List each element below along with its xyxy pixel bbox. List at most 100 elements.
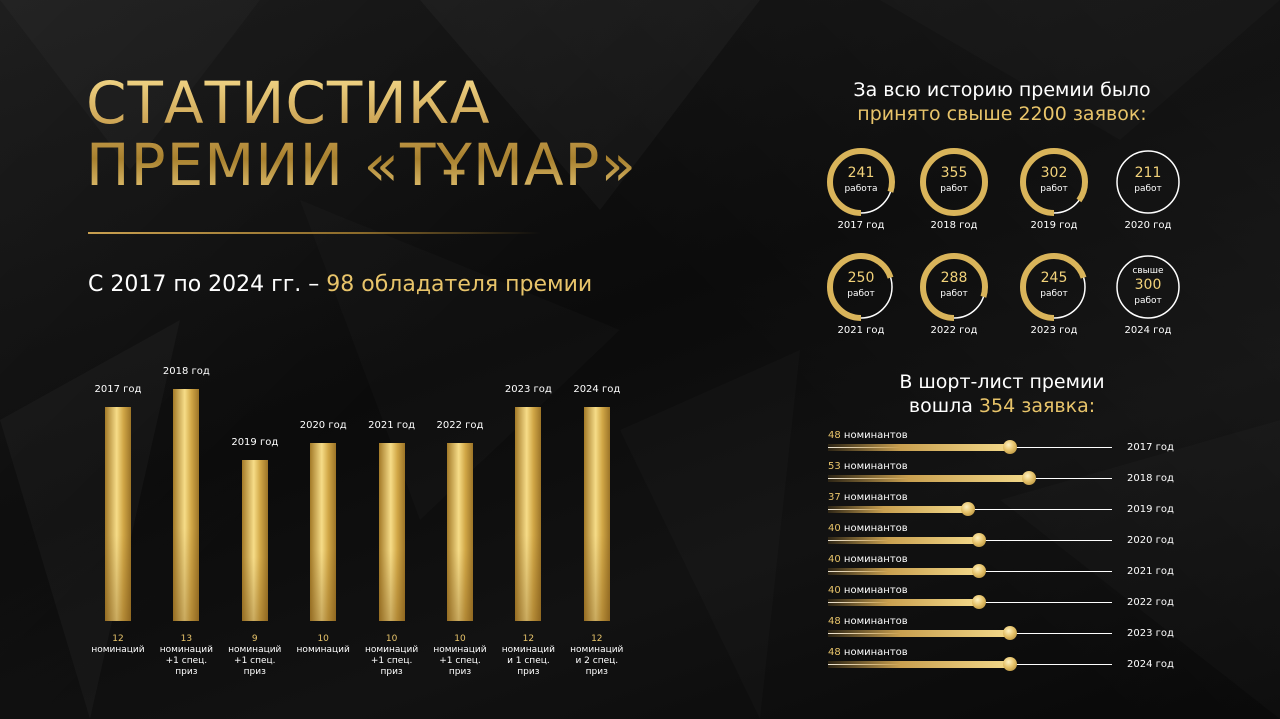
bar-value: 10 [454, 634, 466, 644]
shortlist-row: 48 номинантов 2024 год [828, 647, 1178, 677]
shortlist-heading-prefix: вошла [908, 395, 979, 417]
bar-year-label: 2021 год [368, 419, 416, 431]
ring-graphic [827, 148, 895, 216]
ring-graphic [920, 148, 988, 216]
bar-value-label: 9 номинаций +1 спец. приз [220, 634, 290, 678]
ring-value: 245 [1040, 270, 1068, 286]
shortlist-fill [828, 568, 980, 575]
ring-value: 300 [1134, 277, 1162, 293]
shortlist-count: 40 номинантов [828, 523, 908, 534]
bar-value: 12 [522, 634, 535, 644]
bar-year-label: 2022 год [436, 419, 484, 431]
shortlist-knob [1002, 657, 1017, 671]
ring-graphic [1116, 150, 1180, 214]
bar-4 [310, 442, 337, 622]
applications-heading-line-2: принято свыше 2200 заявок: [857, 103, 1147, 125]
shortlist-count-value: 40 [828, 585, 841, 596]
ring-year: 2018 год [930, 220, 978, 231]
ring-year: 2024 год [1124, 325, 1172, 336]
ring-2024-год: свыше 300 работ 2024 год [1112, 251, 1184, 339]
bar-value-label: 10 номинаций +1 спец. приз [425, 634, 495, 678]
ring-year: 2020 год [1124, 220, 1172, 231]
bar-3 [241, 460, 268, 621]
ring-graphic [1020, 148, 1088, 216]
shortlist-count-unit: номинантов [840, 430, 908, 441]
subtitle-highlight: 98 обладателя премии [326, 272, 593, 297]
shortlist-count: 53 номинантов [828, 461, 908, 472]
subtitle-prefix: С 2017 по 2024 гг. – [88, 272, 327, 297]
shortlist-count-value: 48 [828, 430, 841, 441]
shortlist-row: 40 номинантов 2020 год [828, 523, 1178, 553]
bar-7 [515, 406, 542, 622]
shortlist-knob [972, 564, 987, 578]
bar-note-line: +1 спец. [370, 656, 413, 666]
bar-value: 12 [591, 634, 603, 644]
shortlist-fill [828, 661, 1010, 668]
ring-unit: работ [1134, 184, 1162, 194]
bar-value-label: 10 номинаций +1 спец. приз [357, 634, 427, 678]
shortlist-fill [828, 506, 969, 513]
ring-value: 211 [1134, 165, 1162, 181]
shortlist-count-value: 48 [828, 616, 841, 627]
ring-graphic [827, 253, 895, 321]
bar-note-line: номинаций [433, 645, 487, 655]
ring-arc [1020, 148, 1088, 216]
ring-value: 355 [940, 165, 968, 181]
shortlist-year: 2019 год [1127, 504, 1174, 515]
shortlist-count-unit: номинантов [840, 647, 908, 658]
ring-prefix: свыше [1132, 266, 1164, 276]
shortlist-count-unit: номинантов [840, 554, 908, 565]
shortlist-row: 37 номинантов 2019 год [828, 492, 1178, 522]
shortlist-fill [828, 537, 980, 544]
ring-unit: работ [1134, 296, 1162, 306]
shortlist-count-unit: номинантов [840, 585, 908, 596]
ring-value: 288 [940, 270, 968, 286]
ring-graphic [920, 253, 988, 321]
shortlist-count-unit: номинантов [840, 616, 908, 627]
bar-value-label: 10 номинаций [288, 634, 358, 656]
bar-note-line: номинаций [228, 645, 282, 655]
bar-note-line: номинаций [501, 645, 556, 655]
ring-unit: работ [1040, 289, 1068, 299]
shortlist-year: 2022 год [1127, 597, 1174, 608]
shortlist-fill [828, 630, 1010, 637]
winners-bar-chart: 2017 год 12 номинаций 2018 год 13 номинаций +1… [91, 366, 621, 678]
ring-track [1116, 150, 1180, 214]
bar-note-line: приз [175, 667, 198, 677]
ring-unit: работ [940, 289, 968, 299]
bar-year-label: 2020 год [299, 419, 347, 431]
shortlist-count: 37 номинантов [828, 492, 908, 503]
ring-2021-год: 250 работ 2021 год [825, 251, 897, 339]
shortlist-count: 48 номинантов [828, 430, 908, 441]
ring-value: 250 [847, 270, 875, 286]
bar-year-label: 2024 год [573, 383, 621, 395]
bar-note-line: +1 спец. [234, 656, 276, 666]
shortlist-heading-line-1: В шорт-лист премии [899, 371, 1105, 393]
bar-year-label: 2018 год [162, 366, 210, 377]
divider [88, 232, 540, 234]
shortlist-year: 2023 год [1127, 628, 1174, 639]
applications-heading-line-1: За всю историю премии было [853, 79, 1151, 101]
ring-value: 241 [847, 165, 875, 181]
shortlist-row: 40 номинантов 2021 год [828, 554, 1178, 584]
shortlist-year: 2024 год [1127, 659, 1174, 670]
ring-2019-год: 302 работ 2019 год [1018, 146, 1090, 234]
shortlist-count-value: 40 [828, 523, 841, 534]
shortlist-count-value: 37 [828, 492, 841, 503]
bar-1 [105, 406, 131, 622]
bar-note-line: приз [585, 667, 608, 677]
bar-note-line: номинаций [91, 645, 145, 655]
applications-heading: За всю историю премии было принято свыше… [792, 78, 1212, 126]
ring-unit: работа [844, 184, 878, 194]
bar-note-line: приз [448, 667, 472, 677]
shortlist-fill [828, 444, 1010, 451]
shortlist-knob [1002, 626, 1017, 640]
shortlist-count-value: 53 [828, 461, 841, 472]
ring-arc [827, 148, 895, 216]
shortlist-knob [972, 533, 987, 547]
ring-graphic [1116, 255, 1180, 319]
shortlist-row: 40 номинантов 2022 год [828, 585, 1178, 615]
shortlist-count: 48 номинантов [828, 616, 908, 627]
ring-year: 2021 год [837, 325, 885, 336]
shortlist-fill [828, 475, 1029, 482]
